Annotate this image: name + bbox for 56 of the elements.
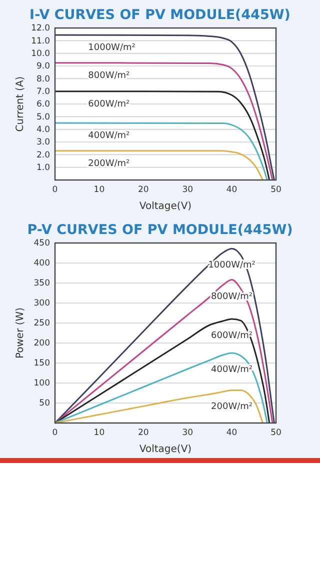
x-tick-label: 40 <box>226 185 238 196</box>
line-series <box>54 150 264 181</box>
series-label: 200W/m² <box>88 158 130 169</box>
x-axis-title: Voltage(V) <box>139 444 192 455</box>
line-series <box>54 34 275 181</box>
chart-title: I-V CURVES OF PV MODULE(445W) <box>30 7 290 23</box>
line-series <box>54 279 274 424</box>
line-series <box>54 62 274 181</box>
x-tick-label: 30 <box>182 185 194 196</box>
y-axis-title: Power (W) <box>15 307 26 359</box>
y-tick-label: 7.0 <box>36 87 50 98</box>
line-series <box>54 122 268 181</box>
line-series <box>54 318 270 424</box>
y-tick-label: 4.0 <box>36 125 50 136</box>
series-label: 200W/m² <box>211 402 253 412</box>
x-tick-label: 0 <box>52 185 58 196</box>
x-tick-label: 20 <box>138 428 149 438</box>
line-series <box>54 90 270 181</box>
chart-title: P-V CURVES OF PV MODULE(445W) <box>27 222 293 238</box>
y-tick-label: 9.0 <box>36 62 50 72</box>
y-tick-label: 2.0 <box>36 150 50 160</box>
y-tick-label: 6.0 <box>36 100 50 110</box>
y-tick-label: 11.0 <box>31 36 50 46</box>
series-label: 800W/m² <box>88 70 130 81</box>
y-tick-label: 10.0 <box>31 49 50 60</box>
line-series <box>54 352 268 424</box>
y-tick-label: 8.0 <box>36 74 50 84</box>
y-tick-label: 250 <box>34 318 50 329</box>
x-tick-label: 50 <box>270 428 282 438</box>
y-tick-label: 450 <box>34 238 50 249</box>
y-tick-label: 150 <box>34 358 50 369</box>
y-tick-label: 12.0 <box>31 24 50 34</box>
series-label: 1000W/m² <box>88 42 136 53</box>
line-series <box>54 389 264 424</box>
y-tick-label: 1.0 <box>36 163 50 174</box>
line-series <box>54 248 275 424</box>
x-axis-title: Voltage(V) <box>139 201 192 212</box>
y-tick-label: 5.0 <box>36 112 50 122</box>
x-tick-label: 30 <box>182 428 194 438</box>
y-tick-label: 3.0 <box>36 138 50 148</box>
y-tick-label: 200 <box>34 338 50 349</box>
x-tick-label: 0 <box>52 428 58 438</box>
x-tick-label: 10 <box>94 185 105 196</box>
series-label: 400W/m² <box>88 131 130 141</box>
y-tick-label: 400 <box>34 258 50 269</box>
x-tick-label: 40 <box>226 428 238 438</box>
x-tick-label: 10 <box>94 428 105 438</box>
series-label: 400W/m² <box>211 365 253 375</box>
x-tick-label: 20 <box>138 185 149 196</box>
y-tick-label: 350 <box>34 278 50 289</box>
series-label: 600W/m² <box>88 99 130 110</box>
x-tick-label: 50 <box>270 185 282 196</box>
y-tick-label: 100 <box>34 378 50 389</box>
y-axis-title: Current (A) <box>15 76 26 132</box>
y-tick-label: 50 <box>39 398 50 409</box>
y-tick-label: 300 <box>34 298 50 309</box>
